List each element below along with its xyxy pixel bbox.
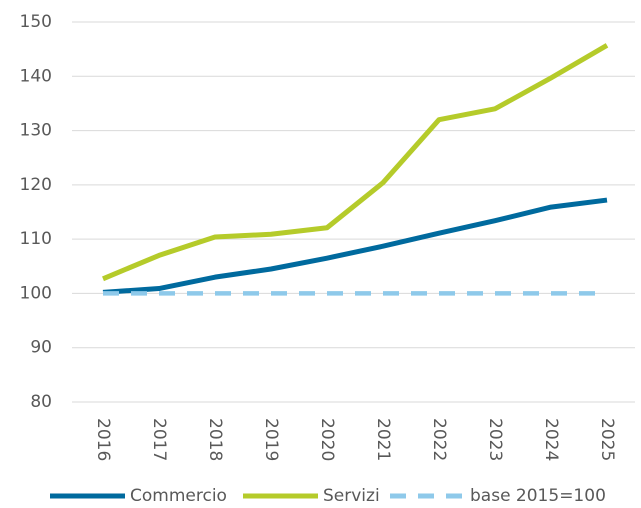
y-tick-label: 90 [30,338,52,358]
x-tick-label: 2018 [205,418,225,461]
x-tick-label: 2017 [149,418,169,461]
x-tick-label: 2024 [541,418,561,461]
x-tick-label: 2021 [373,418,393,461]
x-tick-label: 2023 [485,418,505,461]
y-tick-label: 100 [20,283,52,303]
x-tick-label: 2020 [317,418,337,461]
x-tick-label: 2019 [261,418,281,461]
x-tick-label: 2022 [429,418,449,461]
x-tick-label: 2025 [597,418,617,461]
y-tick-label: 140 [20,66,52,86]
legend-label: Commercio [130,486,227,506]
x-tick-label: 2016 [93,418,113,461]
y-tick-label: 150 [20,12,52,32]
series-line [102,43,609,282]
y-tick-label: 80 [30,392,52,412]
y-tick-label: 120 [20,175,52,195]
y-tick-label: 110 [20,229,52,249]
y-tick-label: 130 [20,121,52,141]
legend-label: base 2015=100 [470,486,606,506]
legend-label: Servizi [323,486,380,506]
series-line [102,197,608,295]
